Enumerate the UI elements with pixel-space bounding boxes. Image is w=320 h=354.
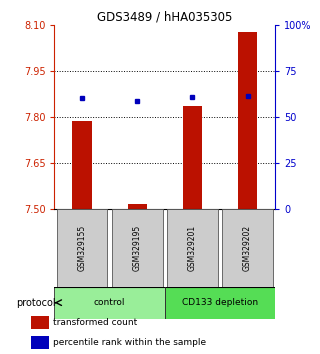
Bar	[222, 209, 273, 287]
Bar	[128, 204, 147, 209]
Bar	[54, 287, 165, 319]
Bar	[167, 209, 218, 287]
Text: GSM329201: GSM329201	[188, 225, 197, 271]
Bar	[238, 33, 257, 209]
Bar	[72, 121, 92, 209]
Text: GSM329155: GSM329155	[77, 225, 86, 271]
Bar	[31, 316, 49, 329]
Bar	[112, 209, 163, 287]
Title: GDS3489 / hHA035305: GDS3489 / hHA035305	[97, 11, 233, 24]
Bar	[183, 106, 202, 209]
Text: percentile rank within the sample: percentile rank within the sample	[53, 338, 207, 347]
Bar	[57, 209, 108, 287]
Text: transformed count: transformed count	[53, 318, 138, 327]
Text: protocol: protocol	[16, 298, 55, 308]
Text: GSM329202: GSM329202	[243, 225, 252, 271]
Bar	[165, 287, 275, 319]
Text: CD133 depletion: CD133 depletion	[182, 298, 258, 307]
Text: GSM329195: GSM329195	[133, 225, 142, 271]
Text: control: control	[94, 298, 125, 307]
Bar	[31, 336, 49, 349]
